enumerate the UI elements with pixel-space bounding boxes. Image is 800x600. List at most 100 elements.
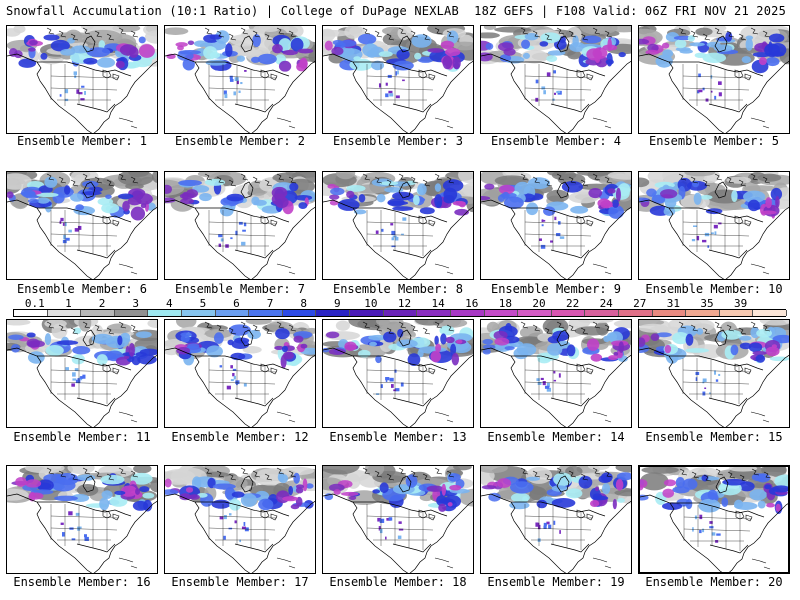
ensemble-member-label: Ensemble Member: 12 [171, 430, 309, 444]
coastline [481, 199, 631, 279]
colorbar-segment [81, 310, 115, 316]
colorbar-segment [686, 310, 720, 316]
coastline [323, 53, 473, 133]
ensemble-map-panel [164, 171, 316, 280]
colorbar-tick-label: 5 [199, 297, 207, 310]
snowfall-map [165, 320, 315, 427]
coastline [481, 347, 631, 427]
colorbar-tick-label: 6 [233, 297, 240, 310]
snowfall-map [639, 26, 789, 133]
ensemble-map-panel [6, 171, 158, 280]
snowfall-map [481, 172, 631, 279]
colorbar-segment [215, 310, 250, 316]
snowfall-map [7, 172, 157, 279]
colorbar-tick-label: 10 [364, 297, 378, 310]
ensemble-member-label: Ensemble Member: 3 [332, 134, 464, 148]
colorbar-segment [417, 310, 451, 316]
ensemble-map-panel [638, 25, 790, 134]
colorbar-segment [182, 310, 216, 316]
snowfall-map [323, 466, 473, 573]
snowfall-map [165, 172, 315, 279]
ensemble-member-label: Ensemble Member: 20 [645, 575, 783, 589]
colorbar [13, 309, 787, 317]
snowfall-map [165, 26, 315, 133]
snowfall-map [481, 26, 631, 133]
colorbar-tick-label: 16 [465, 297, 479, 310]
ensemble-member-label: Ensemble Member: 15 [645, 430, 783, 444]
colorbar-segment [249, 310, 283, 316]
ensemble-map-panel [480, 171, 632, 280]
ensemble-map-panel [480, 465, 632, 574]
coastline [165, 493, 315, 573]
colorbar-segment [618, 310, 653, 316]
ensemble-member-label: Ensemble Member: 8 [332, 282, 464, 296]
colorbar-tick-label: 20 [532, 297, 546, 310]
ensemble-member-label: Ensemble Member: 18 [329, 575, 467, 589]
snowfall-map [640, 467, 788, 572]
coastline [7, 493, 157, 573]
colorbar-tick-label: 7 [266, 297, 274, 310]
ensemble-map-panel [322, 171, 474, 280]
ensemble-member-label: Ensemble Member: 13 [329, 430, 467, 444]
colorbar-tick-label: 27 [633, 297, 647, 310]
ensemble-member-label: Ensemble Member: 1 [16, 134, 148, 148]
ensemble-map-panel [6, 25, 158, 134]
colorbar-tick-label: 31 [666, 297, 681, 310]
colorbar-tick-label: 35 [700, 297, 714, 310]
colorbar-segment [753, 310, 787, 316]
coastline [165, 53, 315, 133]
ensemble-member-label: Ensemble Member: 2 [174, 134, 306, 148]
ensemble-member-label: Ensemble Member: 5 [648, 134, 780, 148]
colorbar-segment [719, 310, 754, 316]
colorbar-segment [484, 310, 519, 316]
snowfall-map [639, 320, 789, 427]
colorbar-tick-label: 1 [65, 297, 72, 310]
snowfall-map [481, 320, 631, 427]
coastline [639, 53, 789, 133]
colorbar-segment [652, 310, 687, 316]
coastline [7, 53, 157, 133]
ensemble-member-label: Ensemble Member: 14 [487, 430, 625, 444]
ensemble-member-label: Ensemble Member: 19 [487, 575, 625, 589]
coastline [165, 347, 315, 427]
colorbar-segment [316, 310, 351, 316]
colorbar-segment [148, 310, 183, 316]
ensemble-map-panel [164, 465, 316, 574]
ensemble-map-panel [322, 25, 474, 134]
ensemble-map-panel [6, 319, 158, 428]
colorbar-tick-label: 24 [599, 297, 613, 310]
ensemble-map-panel [480, 319, 632, 428]
coastline [165, 199, 315, 279]
colorbar-segment [518, 310, 552, 316]
ensemble-member-label: Ensemble Member: 17 [171, 575, 309, 589]
ensemble-map-panel [322, 319, 474, 428]
snowfall-map [7, 466, 157, 573]
colorbar-segment [585, 310, 619, 316]
colorbar-segment [14, 310, 48, 316]
colorbar-tick-label: 18 [498, 297, 512, 310]
colorbar-segment [114, 310, 149, 316]
ensemble-map-panel [164, 319, 316, 428]
snowfall-map [7, 26, 157, 133]
coastline [323, 347, 473, 427]
colorbar-segment [383, 310, 418, 316]
snowfall-map [323, 320, 473, 427]
colorbar-tick-label: 2 [98, 297, 106, 310]
chart-title: Snowfall Accumulation (10:1 Ratio) | Col… [6, 4, 459, 18]
snowfall-map [7, 320, 157, 427]
ensemble-member-label: Ensemble Member: 6 [16, 282, 148, 296]
coastline [323, 199, 473, 279]
snowfall-map [323, 26, 473, 133]
colorbar-tick-label: 12 [397, 297, 412, 310]
ensemble-member-label: Ensemble Member: 11 [13, 430, 151, 444]
snowfall-map [323, 172, 473, 279]
snowfall-map [165, 466, 315, 573]
coastline [481, 53, 631, 133]
coastline [640, 494, 788, 572]
snowfall-map [481, 466, 631, 573]
ensemble-member-label: Ensemble Member: 16 [13, 575, 151, 589]
colorbar-segment [551, 310, 586, 316]
colorbar-tick-label: 9 [334, 297, 341, 310]
ensemble-member-label: Ensemble Member: 9 [490, 282, 622, 296]
ensemble-map-panel [638, 319, 790, 428]
